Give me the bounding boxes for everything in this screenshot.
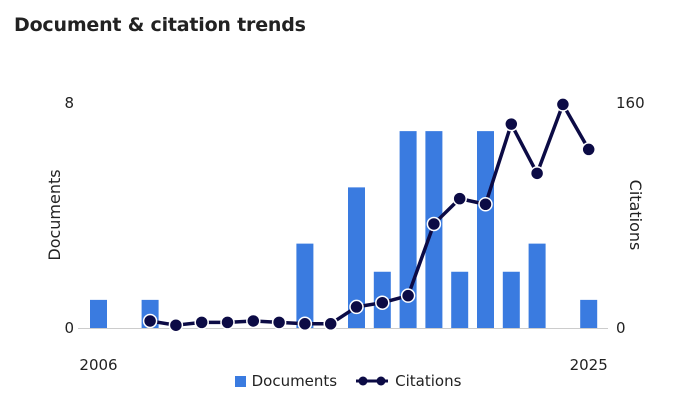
line-swatch-icon <box>356 376 389 386</box>
citations-point-2008[interactable] <box>142 313 158 329</box>
right-axis-tick-max: 160 <box>616 94 645 112</box>
citations-point-2015[interactable] <box>323 316 338 332</box>
legend-item-citations[interactable]: Citations <box>355 372 461 390</box>
documents-bar-2022[interactable] <box>502 271 520 328</box>
citations-point-2011[interactable] <box>220 315 235 330</box>
citations-point-2024[interactable] <box>555 97 571 112</box>
documents-bar-2016[interactable] <box>348 187 365 328</box>
left-axis-title: Documents <box>45 169 64 260</box>
citations-point-2020[interactable] <box>452 191 467 206</box>
axis-ticks: 8 0 160 0 2006 2025 <box>64 94 644 374</box>
documents-bar-2006[interactable] <box>90 299 107 328</box>
citations-point-2014[interactable] <box>297 316 313 332</box>
documents-bar-2020[interactable] <box>451 271 469 328</box>
citations-point-2022[interactable] <box>504 116 519 132</box>
legend-label-documents: Documents <box>251 372 338 390</box>
citations-point-2010[interactable] <box>194 315 209 330</box>
bar-swatch-icon <box>234 375 246 387</box>
chart-title: Document & citation trends <box>14 14 306 36</box>
x-axis-tick-last: 2025 <box>570 356 608 374</box>
citations-point-2019[interactable] <box>426 216 442 232</box>
x-axis-tick-first: 2006 <box>79 356 117 374</box>
citations-point-2016[interactable] <box>349 299 364 315</box>
citations-point-2025[interactable] <box>581 142 596 157</box>
chart-legend: Documents Citations <box>0 372 696 390</box>
legend-item-documents[interactable]: Documents <box>234 372 338 390</box>
documents-bar-2021[interactable] <box>477 131 494 328</box>
citations-point-2018[interactable] <box>400 288 416 303</box>
citations-point-2021[interactable] <box>478 197 493 212</box>
left-axis-tick-max: 8 <box>64 94 74 112</box>
documents-bar-2025[interactable] <box>580 299 598 328</box>
left-axis-tick-min: 0 <box>64 319 74 337</box>
right-axis-tick-min: 0 <box>616 319 626 337</box>
citations-point-2013[interactable] <box>271 315 287 330</box>
right-axis-title: Citations <box>626 180 645 251</box>
documents-bar-2014[interactable] <box>296 243 314 328</box>
legend-label-citations: Citations <box>395 372 462 390</box>
citations-point-2017[interactable] <box>375 295 390 310</box>
citations-series-line <box>149 102 591 327</box>
citations-line <box>142 97 596 333</box>
citations-point-2012[interactable] <box>246 313 261 329</box>
citations-point-2009[interactable] <box>168 317 184 333</box>
documents-bars <box>90 131 598 328</box>
documents-bar-2023[interactable] <box>528 243 546 328</box>
citations-point-2023[interactable] <box>529 166 545 181</box>
